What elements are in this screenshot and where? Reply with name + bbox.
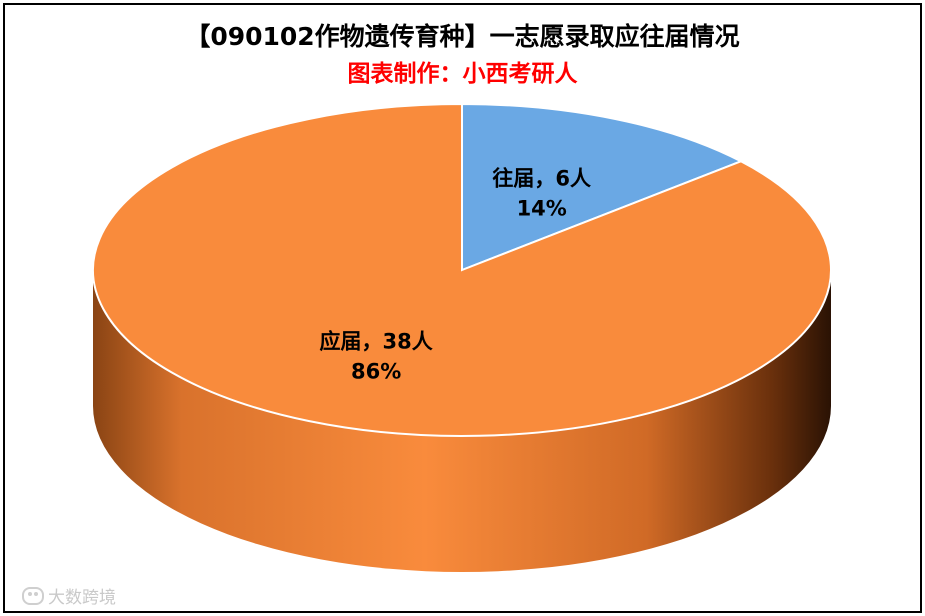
pie-labels: 往届，6人 14% 应届，38人 86%	[320, 166, 591, 383]
pie-top-face	[92, 102, 832, 437]
slice-label-name: 应届，38人	[320, 330, 433, 354]
watermark-text: 大数跨境	[48, 588, 116, 608]
pie-slice-current	[92, 102, 832, 437]
pie-slice-past	[461, 102, 744, 272]
slice-label-name: 往届，6人	[492, 166, 591, 190]
watermark: 大数跨境	[22, 583, 116, 608]
chart-title: 【090102作物遗传育种】一志愿录取应往届情况	[185, 22, 740, 51]
slice-label-percent: 14%	[517, 196, 567, 220]
pie-side-wall	[93, 270, 831, 572]
pie-side-orange	[93, 270, 831, 572]
slice-label-percent: 86%	[351, 360, 401, 384]
chart-subtitle: 图表制作：小西考研人	[347, 61, 578, 87]
watermark-icon	[22, 586, 44, 605]
